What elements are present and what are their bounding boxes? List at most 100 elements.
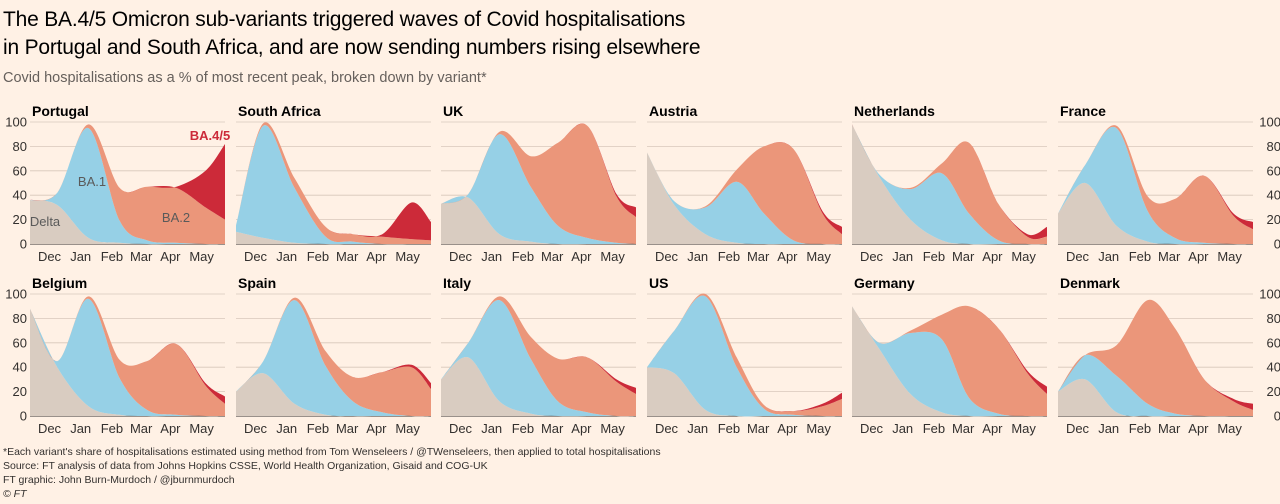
france-xtick-dec: Dec <box>1066 249 1090 264</box>
belgium-ytick-60: 60 <box>13 335 27 350</box>
netherlands-xtick-may: May <box>1011 249 1036 264</box>
spain-xtick-feb: Feb <box>307 421 329 436</box>
france-ytick-80: 80 <box>1267 139 1280 154</box>
uk-area-ba-2 <box>441 123 636 244</box>
netherlands-xtick-jan: Jan <box>892 249 913 264</box>
copyright: © FT <box>3 488 27 500</box>
portugal-ytick-60: 60 <box>13 163 27 178</box>
denmark-ytick-60: 60 <box>1267 335 1280 350</box>
source-note: Source: FT analysis of data from Johns H… <box>3 460 488 472</box>
chart-subtitle: Covid hospitalisations as a % of most re… <box>3 70 487 86</box>
spain-xtick-may: May <box>395 421 420 436</box>
us-area-ba-1 <box>647 295 842 417</box>
belgium-xtick-apr: Apr <box>160 421 181 436</box>
spain-xtick-dec: Dec <box>244 421 268 436</box>
denmark-xtick-dec: Dec <box>1066 421 1090 436</box>
south-africa-xtick-apr: Apr <box>366 249 387 264</box>
denmark-area-ba-1 <box>1058 354 1253 417</box>
portugal-ytick-80: 80 <box>13 139 27 154</box>
germany-area-delta <box>852 306 1047 417</box>
us-xtick-dec: Dec <box>655 421 679 436</box>
netherlands-xtick-dec: Dec <box>860 249 884 264</box>
france-xtick-feb: Feb <box>1129 249 1151 264</box>
spain-xtick-mar: Mar <box>336 421 359 436</box>
spain-xtick-apr: Apr <box>366 421 387 436</box>
netherlands-area-ba-2 <box>852 124 1047 245</box>
austria-xtick-dec: Dec <box>655 249 679 264</box>
belgium-xtick-jan: Jan <box>70 421 91 436</box>
italy-xtick-may: May <box>600 421 625 436</box>
us-area-delta <box>647 367 842 417</box>
belgium-area-ba-2 <box>30 296 225 417</box>
annotation-ba-1: BA.1 <box>78 174 106 189</box>
france-area-delta <box>1058 182 1253 245</box>
us-xtick-jan: Jan <box>687 421 708 436</box>
portugal-ytick-20: 20 <box>13 212 27 227</box>
austria-area-ba-2 <box>647 142 842 245</box>
portugal-ytick-100: 100 <box>5 115 27 130</box>
portugal-area-ba-1 <box>30 127 225 245</box>
spain-area-ba-2 <box>236 297 431 417</box>
france-ytick-60: 60 <box>1267 163 1280 178</box>
denmark-ytick-0: 0 <box>1274 409 1280 424</box>
italy-xtick-apr: Apr <box>571 421 592 436</box>
austria-area-ba-1 <box>647 152 842 245</box>
germany-area-ba-1 <box>852 306 1047 417</box>
france-xtick-apr: Apr <box>1188 249 1209 264</box>
panel-title-germany: Germany <box>854 275 915 291</box>
chart-title: The BA.4/5 Omicron sub-variants triggere… <box>3 6 1003 62</box>
uk-area-delta <box>441 196 636 245</box>
denmark-ytick-40: 40 <box>1267 360 1280 375</box>
panel-title-spain: Spain <box>238 275 276 291</box>
south-africa-area-ba-4-5 <box>236 122 431 241</box>
uk-xtick-dec: Dec <box>449 249 473 264</box>
germany-xtick-jan: Jan <box>892 421 913 436</box>
us-xtick-mar: Mar <box>747 421 770 436</box>
italy-area-ba-2 <box>441 296 636 417</box>
italy-xtick-jan: Jan <box>481 421 502 436</box>
austria-xtick-jan: Jan <box>687 249 708 264</box>
uk-xtick-jan: Jan <box>481 249 502 264</box>
annotation-ba-4-5: BA.4/5 <box>190 128 230 143</box>
south-africa-xtick-may: May <box>395 249 420 264</box>
portugal-xtick-feb: Feb <box>101 249 123 264</box>
portugal-xtick-apr: Apr <box>160 249 181 264</box>
italy-xtick-feb: Feb <box>512 421 534 436</box>
netherlands-area-ba-1 <box>852 124 1047 245</box>
title-line-1: The BA.4/5 Omicron sub-variants triggere… <box>3 8 686 31</box>
portugal-xtick-mar: Mar <box>130 249 153 264</box>
south-africa-xtick-jan: Jan <box>276 249 297 264</box>
france-ytick-100: 100 <box>1259 115 1280 130</box>
south-africa-xtick-dec: Dec <box>244 249 268 264</box>
germany-xtick-dec: Dec <box>860 421 884 436</box>
portugal-area-delta <box>30 200 225 245</box>
uk-xtick-feb: Feb <box>512 249 534 264</box>
denmark-area-delta <box>1058 378 1253 417</box>
germany-xtick-apr: Apr <box>982 421 1003 436</box>
panel-title-portugal: Portugal <box>32 103 89 119</box>
portugal-area-ba-2 <box>30 124 225 245</box>
portugal-xtick-dec: Dec <box>38 249 62 264</box>
panel-title-france: France <box>1060 103 1106 119</box>
austria-xtick-mar: Mar <box>747 249 770 264</box>
panel-title-italy: Italy <box>443 275 471 291</box>
panel-title-austria: Austria <box>649 103 697 119</box>
annotation-ba-2: BA.2 <box>162 210 190 225</box>
netherlands-area-delta <box>852 124 1047 245</box>
us-xtick-feb: Feb <box>718 421 740 436</box>
us-xtick-may: May <box>806 421 831 436</box>
south-africa-area-delta <box>236 231 431 245</box>
italy-area-ba-1 <box>441 299 636 417</box>
south-africa-xtick-feb: Feb <box>307 249 329 264</box>
france-ytick-0: 0 <box>1274 237 1280 252</box>
uk-xtick-mar: Mar <box>541 249 564 264</box>
panel-title-belgium: Belgium <box>32 275 87 291</box>
uk-xtick-may: May <box>600 249 625 264</box>
south-africa-area-ba-1 <box>236 125 431 245</box>
france-xtick-jan: Jan <box>1098 249 1119 264</box>
belgium-ytick-0: 0 <box>20 409 27 424</box>
footnote: *Each variant's share of hospitalisation… <box>3 446 661 458</box>
austria-xtick-may: May <box>806 249 831 264</box>
france-ytick-40: 40 <box>1267 188 1280 203</box>
